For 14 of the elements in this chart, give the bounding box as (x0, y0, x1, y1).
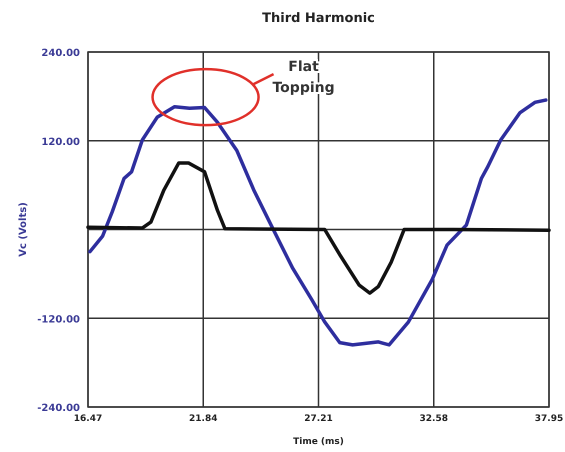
y-tick-label: 240.00 (41, 48, 80, 59)
line-series (88, 98, 548, 347)
x-axis-title: Time (ms) (293, 437, 344, 447)
y-tick-label: -240.00 (37, 403, 80, 414)
x-tick-label: 27.21 (304, 414, 333, 424)
x-tick-label: 21.84 (189, 414, 218, 424)
line-series (86, 161, 551, 295)
y-tick-label: -120.00 (37, 314, 80, 326)
y-axis-title: Vc (Volts) (18, 202, 29, 257)
x-tick-label: 16.47 (74, 414, 102, 424)
x-tick-label: 32.58 (420, 414, 448, 424)
chart-title: Third Harmonic (262, 11, 375, 26)
x-tick-label: 37.95 (534, 414, 564, 424)
y-tick-label: 120.00 (41, 136, 80, 148)
